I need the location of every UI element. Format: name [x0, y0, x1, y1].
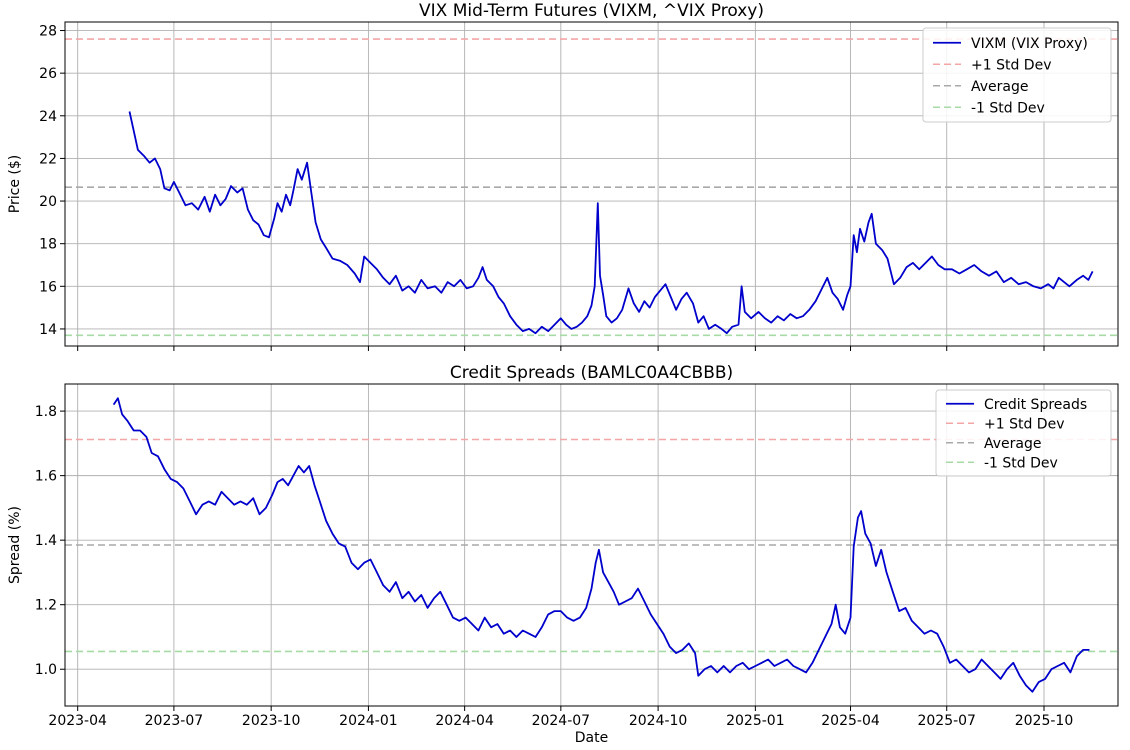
legend-label: Average — [971, 79, 1029, 95]
legend: VIXM (VIX Proxy) +1 Std Dev Average -1 Std … — [922, 27, 1112, 123]
y-tick-label: 28 — [39, 24, 57, 40]
y-tick-label: 14 — [39, 322, 57, 338]
credit-spreads-panel: 2023-04 2023-07 2023-10 2024-01 2024-04 2024-… — [7, 363, 1119, 746]
x-tick-label: 2023-07 — [145, 713, 204, 729]
y-tick-label: 1.4 — [35, 533, 57, 549]
y-tick-label: 24 — [39, 109, 57, 125]
x-tick-label: 2025-07 — [917, 713, 976, 729]
x-tick-label: 2024-01 — [339, 713, 398, 729]
x-tick-label: 2023-10 — [242, 713, 301, 729]
y-tick-label: 1.0 — [35, 662, 57, 678]
plot-frame — [64, 21, 1119, 347]
y-axis-label: Spread (%) — [7, 506, 23, 584]
y-tick-label: 1.6 — [35, 469, 57, 485]
legend-label: VIXM (VIX Proxy) — [971, 36, 1088, 52]
y-tick-label: 1.2 — [35, 598, 57, 614]
series-line — [112, 397, 1090, 693]
y-tick-label: 20 — [39, 194, 57, 210]
legend-label: -1 Std Dev — [984, 455, 1058, 471]
y-axis-label: Price ($) — [7, 155, 23, 213]
legend-label: +1 Std Dev — [971, 57, 1051, 73]
x-tick-label: 2025-04 — [821, 713, 880, 729]
chart-title: VIX Mid-Term Futures (VIXM, ^VIX Proxy) — [419, 1, 764, 21]
plot-frame — [64, 383, 1119, 707]
y-tick-label: 22 — [39, 151, 57, 167]
y-tick-label: 16 — [39, 279, 57, 295]
legend-label: Credit Spreads — [984, 397, 1087, 413]
x-tick-label: 2023-04 — [48, 713, 107, 729]
x-tick-label: 2025-01 — [726, 713, 785, 729]
x-axis-label: Date — [575, 730, 608, 746]
series-line — [128, 111, 1094, 335]
x-tick-label: 2024-04 — [435, 713, 494, 729]
legend: Credit Spreads +1 Std Dev Average -1 Std De… — [935, 389, 1112, 477]
y-tick-label: 26 — [39, 66, 57, 82]
legend-label: -1 Std Dev — [971, 100, 1045, 116]
chart-title: Credit Spreads (BAMLC0A4CBBB) — [450, 363, 733, 383]
legend-box — [935, 389, 1112, 477]
legend-box — [922, 27, 1112, 123]
x-tick-label: 2025-10 — [1015, 713, 1074, 729]
x-tick-label: 2024-10 — [629, 713, 688, 729]
x-tick-label: 2024-07 — [532, 713, 591, 729]
legend-label: +1 Std Dev — [984, 416, 1064, 432]
y-tick-label: 1.8 — [35, 404, 57, 420]
legend-label: Average — [984, 436, 1042, 452]
vix-futures-panel: 14 16 18 20 22 24 26 28 VIX Mid-Term Futures (VI… — [7, 1, 1119, 351]
y-tick-label: 18 — [39, 237, 57, 253]
